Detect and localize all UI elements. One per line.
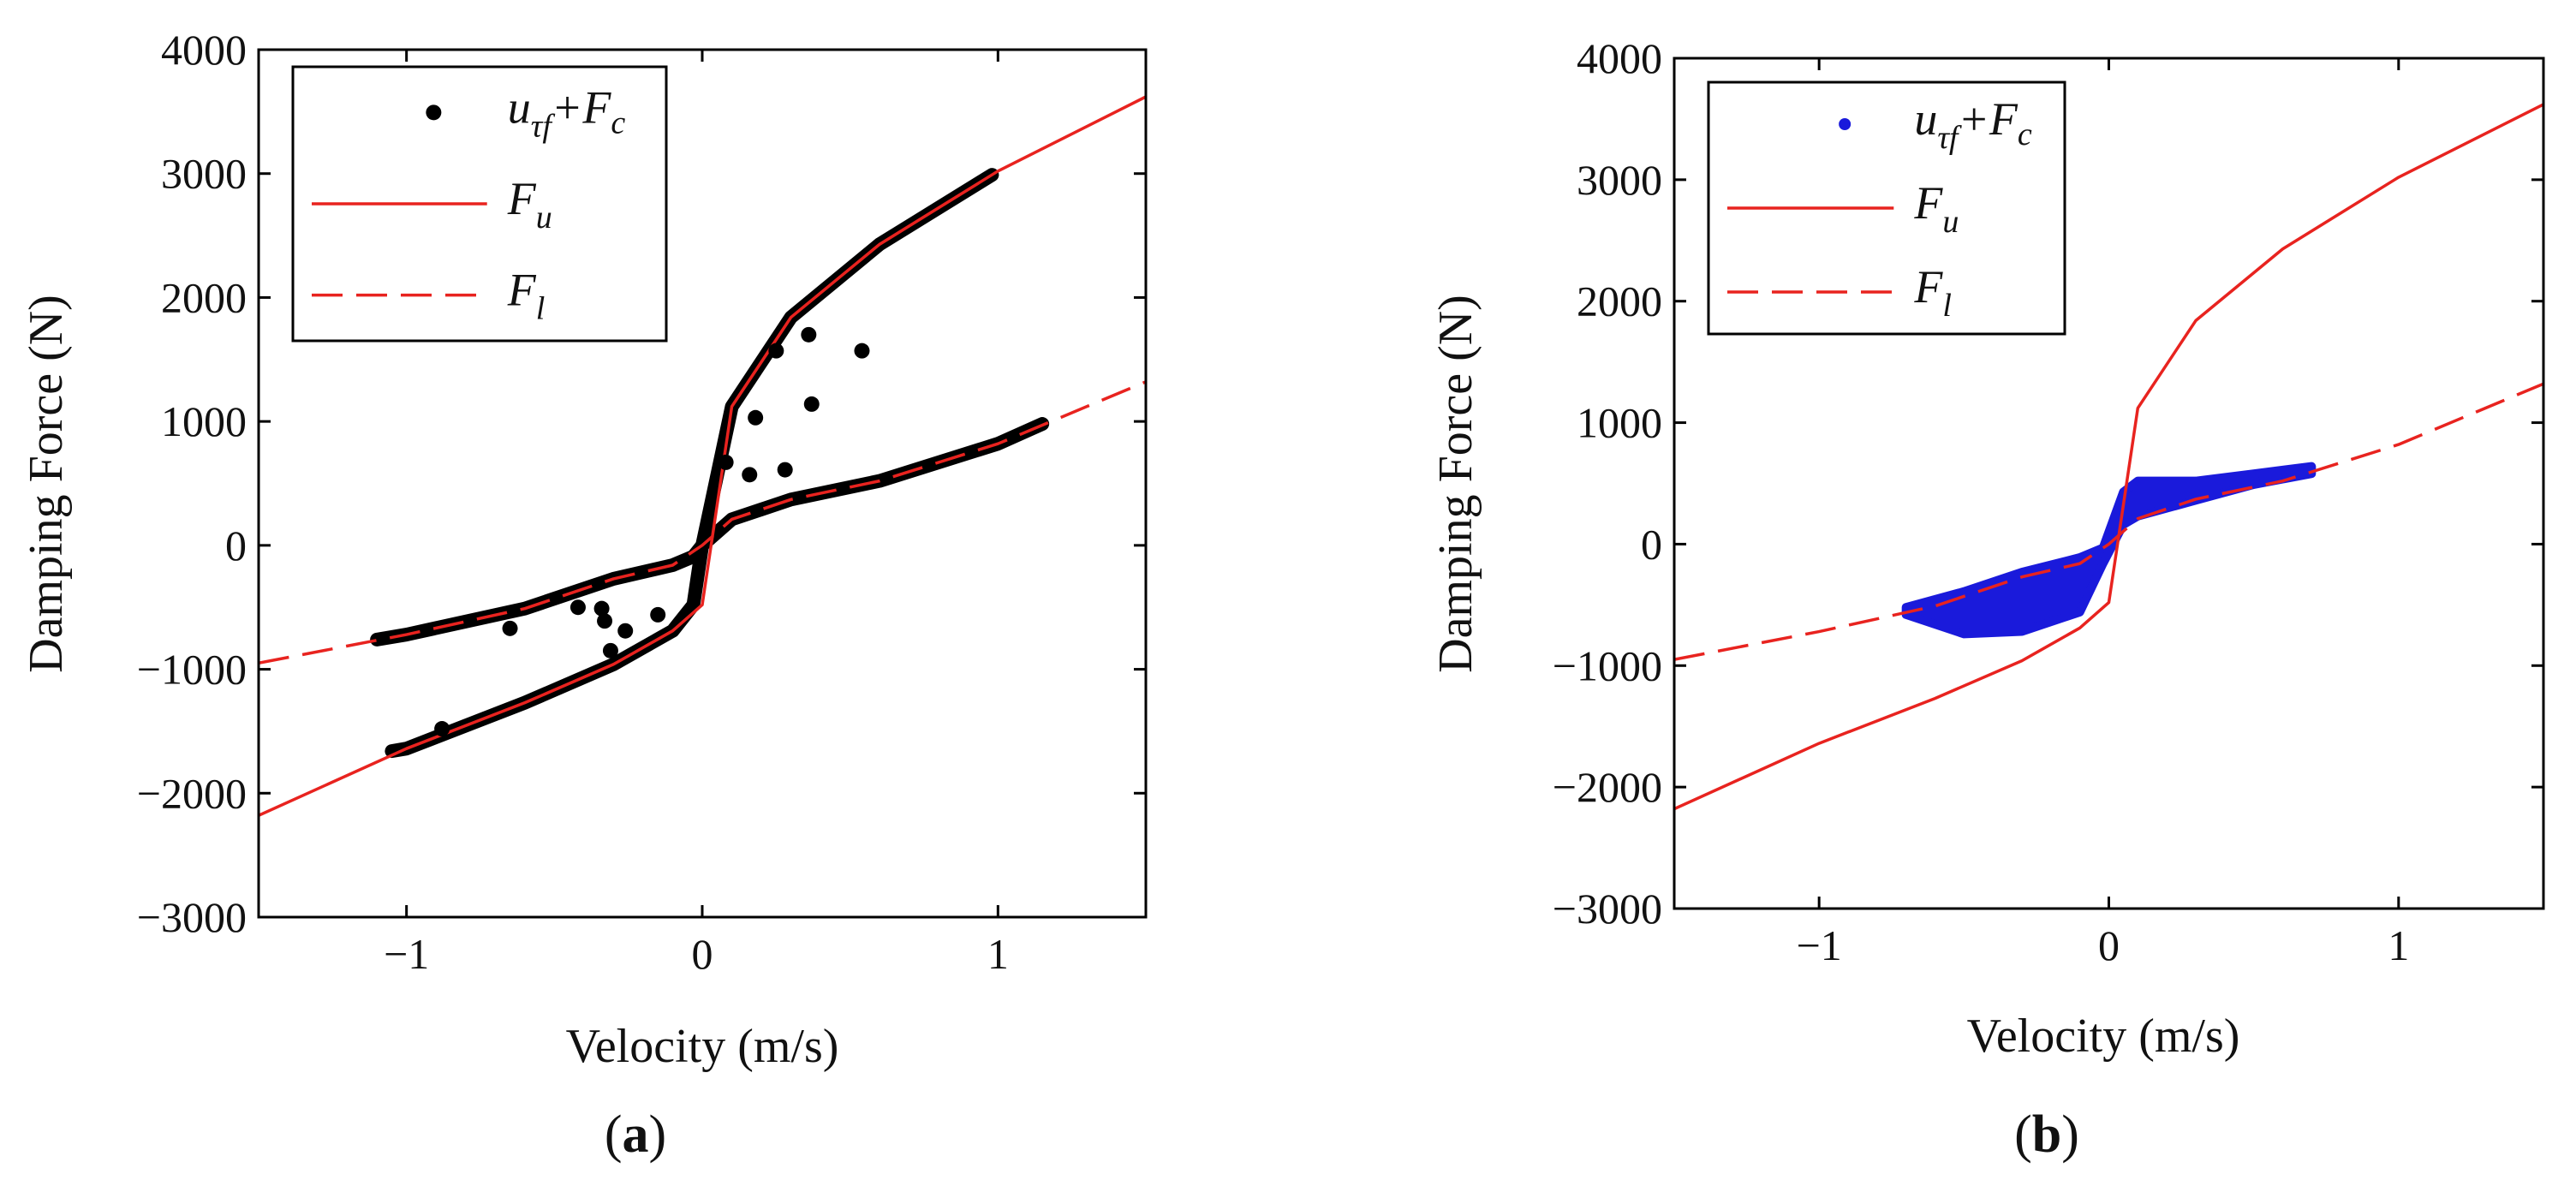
panel-b-y-axis-label: Damping Force (N) xyxy=(1429,295,1482,673)
panel-a-ytick-label: 0 xyxy=(225,521,247,569)
panel-a: −3000 −2000 −1000 0 1000 2000 3000 4000 −1 0 1 Da… xyxy=(20,26,1148,1164)
panel-a-xtick-label: 1 xyxy=(987,930,1009,978)
panel-a-caption-letter: a xyxy=(623,1106,649,1164)
panel-a-ytick-label: −1000 xyxy=(137,646,247,694)
panel-a-series-Fu xyxy=(259,95,1146,817)
panel-a-scatter-point xyxy=(801,326,817,343)
panel-a-ytick-label: 2000 xyxy=(161,273,247,321)
panel-a-scatter-point xyxy=(748,409,764,426)
panel-b-series-Fu xyxy=(1674,103,2543,811)
panel-b-xtick-label: 0 xyxy=(2098,921,2120,969)
panel-a-lower-track xyxy=(370,417,1050,647)
panel-b-scatter-cloud xyxy=(1901,462,2317,639)
panel-a-scatter-point xyxy=(854,343,870,359)
panel-b: −3000 −2000 −1000 0 1000 2000 3000 4000 −1 0 1 Da… xyxy=(1429,34,2545,1164)
panel-b-legend-label-Fu: Fu xyxy=(1913,177,1959,240)
panel-b-legend-marker-scatter xyxy=(1839,118,1852,130)
panel-a-caption: (a) xyxy=(605,1106,666,1164)
panel-a-y-ticks: −3000 −2000 −1000 0 1000 2000 3000 4000 xyxy=(137,26,1146,941)
panel-b-x-ticks: −1 0 1 xyxy=(1797,58,2409,969)
panel-a-x-axis-label: Velocity (m/s) xyxy=(566,1020,839,1073)
panel-a-legend-label-Fu: Fu xyxy=(507,173,552,235)
panel-b-ytick-label: 4000 xyxy=(1577,34,1662,82)
panel-b-legend-label-Fl: Fl xyxy=(1913,261,1952,324)
panel-a-scatter-point xyxy=(597,613,613,629)
panel-b-x-axis-label: Velocity (m/s) xyxy=(1967,1010,2240,1063)
panel-b-legend: uτf+Fc Fu Fl xyxy=(1707,80,2066,336)
panel-a-scatter-point xyxy=(617,623,634,639)
panel-a-legend-marker-scatter xyxy=(426,104,442,121)
panel-a-legend: uτf+Fc Fu Fl xyxy=(291,65,668,343)
panel-a-ytick-label: 1000 xyxy=(161,397,247,445)
panel-a-scatter-point xyxy=(718,454,734,470)
panel-a-legend-label-Fl: Fl xyxy=(507,265,546,327)
panel-b-xtick-label: −1 xyxy=(1797,921,1842,969)
panel-b-y-ticks: −3000 −2000 −1000 0 1000 2000 3000 4000 xyxy=(1553,34,2543,933)
panel-a-xtick-label: −1 xyxy=(384,930,429,978)
panel-a-legend-label-scatter: uτf+Fc xyxy=(508,81,626,144)
panel-b-ytick-label: −1000 xyxy=(1553,641,1662,689)
panel-a-xtick-label: 0 xyxy=(692,930,713,978)
panel-a-plot-layer xyxy=(259,95,1146,817)
panel-a-scatter-point xyxy=(502,620,518,636)
panel-a-scatter-point xyxy=(650,606,666,623)
panel-a-y-axis-label: Damping Force (N) xyxy=(20,295,73,673)
panel-b-ytick-label: 1000 xyxy=(1577,399,1662,447)
panel-a-ytick-label: 3000 xyxy=(161,150,247,198)
panel-b-ytick-label: −3000 xyxy=(1553,885,1662,933)
panel-b-ytick-label: 3000 xyxy=(1577,156,1662,204)
panel-a-ytick-label: 4000 xyxy=(161,26,247,74)
panel-a-scatter-point xyxy=(602,642,618,659)
panel-b-ytick-label: 2000 xyxy=(1577,277,1662,325)
panel-a-scatter-point xyxy=(803,396,820,412)
panel-a-x-ticks: −1 0 1 xyxy=(384,50,1009,978)
panel-b-ytick-label: −2000 xyxy=(1553,763,1662,811)
panel-a-ytick-label: −3000 xyxy=(137,893,247,941)
panel-a-scatter-point xyxy=(768,343,784,359)
panel-b-xtick-label: 1 xyxy=(2388,921,2409,969)
panel-a-scatter-point xyxy=(742,467,758,483)
panel-a-ytick-label: −2000 xyxy=(137,769,247,817)
panel-b-legend-label-scatter: uτf+Fc xyxy=(1914,93,2032,156)
panel-b-caption-letter: b xyxy=(2032,1106,2061,1164)
panel-b-ytick-label: 0 xyxy=(1641,520,1662,568)
panel-b-caption: (b) xyxy=(2014,1106,2079,1164)
panel-b-series-Fl xyxy=(1674,382,2543,661)
panel-a-scatter-point xyxy=(593,600,610,617)
panel-b-plot-layer xyxy=(1674,103,2543,811)
panel-a-scatter-point xyxy=(434,721,450,737)
panel-a-scatter-point xyxy=(777,462,793,478)
panel-a-series-Fl xyxy=(259,380,1146,665)
panel-a-scatter-point xyxy=(569,599,586,616)
